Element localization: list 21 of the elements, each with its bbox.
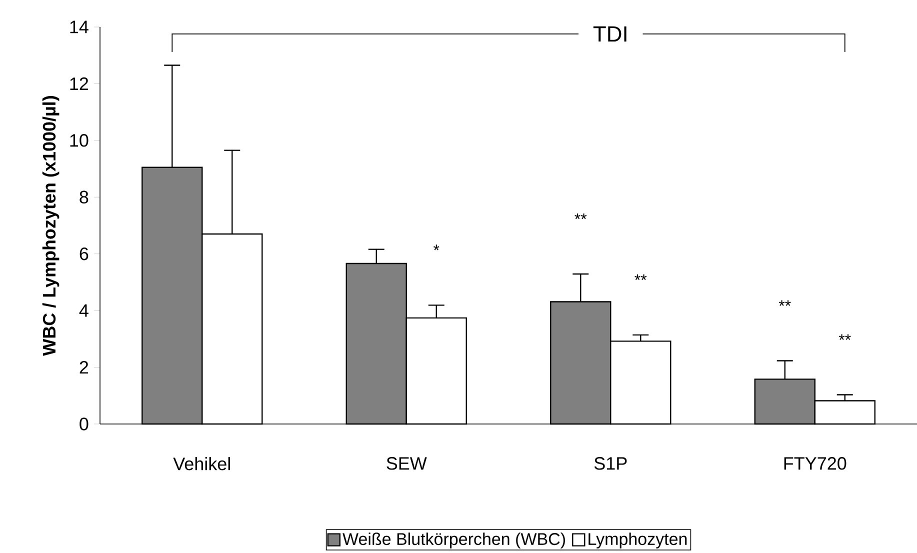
y-tick-label: 8 [80,190,88,204]
y-tick-label: 14 [70,20,88,34]
annotation: ** [838,334,851,340]
x-tick-label: FTY720 [784,457,846,470]
y-axis-title: WBC / Lymphozyten (x1000/µl) [42,96,60,356]
legend-label: Weiße Blutkörperchen (WBC) [342,532,565,548]
y-tick-label: 12 [70,77,88,90]
annotation: ** [778,300,791,306]
y-tick-label: 10 [70,134,88,147]
x-tick-label: S1P [594,457,627,470]
y-tick-label: 6 [80,247,88,260]
legend-label: Lymphozyten [588,532,687,548]
x-tick-label: Vehikel [173,457,230,470]
annotation: * [434,244,440,250]
annotation: ** [574,213,587,220]
annotation: TDI [593,26,626,42]
y-tick-label: 4 [79,304,88,317]
y-tick-label: 2 [80,360,88,374]
x-tick-label: SEW [386,457,427,470]
y-tick-label: 0 [80,418,88,430]
annotation: ** [634,274,647,280]
